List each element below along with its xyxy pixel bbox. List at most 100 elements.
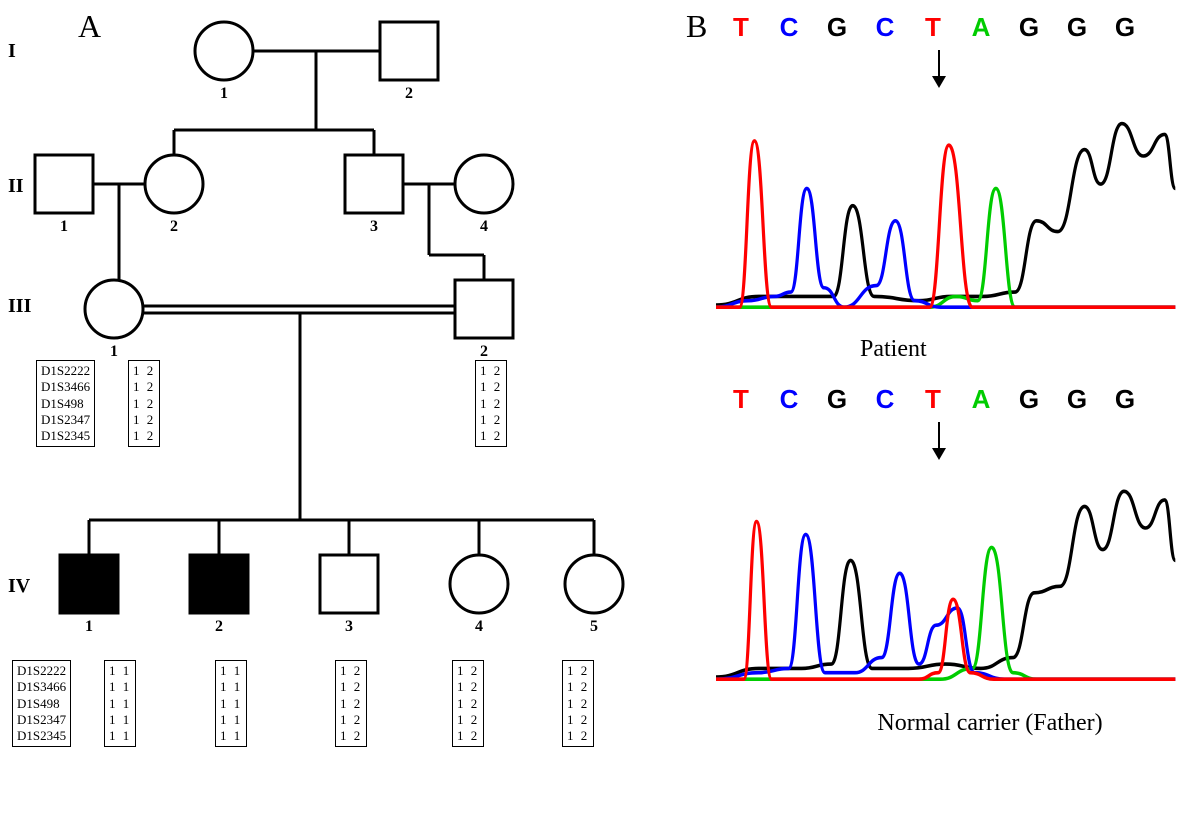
trace-A: [716, 188, 1175, 307]
individual-number-IV4: 4: [475, 618, 483, 635]
genotype-row: 1 2: [457, 696, 479, 712]
genotype-row: 1 2: [480, 379, 502, 395]
base-letter: T: [922, 12, 944, 43]
marker-row: D1S2345: [17, 728, 66, 744]
genotype-IV4: 1 21 21 21 21 2: [452, 660, 484, 747]
base-letter: G: [1114, 384, 1136, 415]
base-letter: G: [826, 384, 848, 415]
genotype-row: 1 2: [567, 679, 589, 695]
chromatogram-father: [716, 462, 1186, 702]
marker-row: D1S2347: [17, 712, 66, 728]
genotype-row: 1 1: [109, 712, 131, 728]
figure-container: A I II III IV: [0, 0, 1200, 826]
base-letter: G: [1018, 12, 1040, 43]
individual-number-II3: 3: [370, 218, 378, 235]
genotype-row: 1 2: [340, 728, 362, 744]
marker-row: D1S2222: [17, 663, 66, 679]
genotype-III1: 1 21 21 21 21 2: [128, 360, 160, 447]
genotype-row: 1 1: [220, 663, 242, 679]
individual-number-II1: 1: [60, 218, 68, 235]
arrow-father: [932, 422, 946, 462]
genotype-row: 1 1: [220, 696, 242, 712]
marker-row: D1S498: [41, 396, 90, 412]
genotype-row: 1 2: [457, 679, 479, 695]
genotype-row: 1 2: [567, 696, 589, 712]
genotype-row: 1 2: [480, 396, 502, 412]
genotype-row: 1 2: [567, 712, 589, 728]
marker-row: D1S2345: [41, 428, 90, 444]
individual-number-II2: 2: [170, 218, 178, 235]
genotype-row: 1 2: [480, 412, 502, 428]
marker-box-III: D1S2222D1S3466D1S498D1S2347D1S2345: [36, 360, 95, 447]
genotype-row: 1 1: [109, 663, 131, 679]
genotype-row: 1 1: [220, 712, 242, 728]
marker-row: D1S3466: [17, 679, 66, 695]
genotype-row: 1 1: [220, 679, 242, 695]
individual-I1: [195, 22, 253, 80]
trace-A: [716, 547, 1175, 679]
base-letter: C: [778, 12, 800, 43]
individual-II2: [145, 155, 203, 213]
individual-IV2: [190, 555, 248, 613]
individual-I2: [380, 22, 438, 80]
sequence-letters-father: TCGCTAGGG: [730, 384, 1136, 415]
marker-row: D1S2222: [41, 363, 90, 379]
pedigree-svg: 1212341212345: [0, 0, 660, 826]
genotype-row: 1 2: [480, 363, 502, 379]
marker-row: D1S3466: [41, 379, 90, 395]
genotype-row: 1 2: [567, 728, 589, 744]
genotype-IV2: 1 11 11 11 11 1: [215, 660, 247, 747]
base-letter: G: [1066, 384, 1088, 415]
individual-II3: [345, 155, 403, 213]
genotype-row: 1 1: [109, 728, 131, 744]
trace-C: [716, 188, 1175, 307]
genotype-row: 1 2: [457, 728, 479, 744]
arrow-patient: [932, 50, 946, 90]
base-letter: T: [922, 384, 944, 415]
individual-number-IV1: 1: [85, 618, 93, 635]
genotype-row: 1 2: [133, 412, 155, 428]
marker-row: D1S498: [17, 696, 66, 712]
genotype-row: 1 2: [340, 679, 362, 695]
marker-box-IV: D1S2222D1S3466D1S498D1S2347D1S2345: [12, 660, 71, 747]
base-letter: A: [970, 384, 992, 415]
trace-C: [716, 534, 1175, 679]
individual-number-II4: 4: [480, 218, 488, 235]
individual-number-I1: 1: [220, 85, 228, 102]
individual-IV3: [320, 555, 378, 613]
base-letter: A: [970, 12, 992, 43]
genotype-row: 1 1: [109, 679, 131, 695]
genotype-IV5: 1 21 21 21 21 2: [562, 660, 594, 747]
genotype-row: 1 2: [567, 663, 589, 679]
genotype-row: 1 2: [133, 428, 155, 444]
individual-IV4: [450, 555, 508, 613]
sequence-letters-patient: TCGCTAGGG: [730, 12, 1136, 43]
individual-IV5: [565, 555, 623, 613]
genotype-row: 1 2: [133, 396, 155, 412]
genotype-row: 1 1: [109, 696, 131, 712]
genotype-row: 1 2: [340, 696, 362, 712]
individual-III2: [455, 280, 513, 338]
base-letter: G: [1066, 12, 1088, 43]
panel-b-label: B: [686, 8, 707, 45]
individual-number-IV3: 3: [345, 618, 353, 635]
individual-number-III2: 2: [480, 343, 488, 360]
genotype-row: 1 2: [133, 363, 155, 379]
genotype-row: 1 2: [340, 712, 362, 728]
individual-IV1: [60, 555, 118, 613]
base-letter: T: [730, 12, 752, 43]
base-letter: C: [778, 384, 800, 415]
base-letter: C: [874, 12, 896, 43]
individual-number-I2: 2: [405, 85, 413, 102]
caption-father: Normal carrier (Father): [800, 710, 1180, 737]
base-letter: T: [730, 384, 752, 415]
base-letter: G: [826, 12, 848, 43]
genotype-row: 1 2: [457, 663, 479, 679]
individual-III1: [85, 280, 143, 338]
trace-T: [716, 141, 1175, 307]
chromatogram-patient: [716, 90, 1186, 330]
genotype-row: 1 2: [133, 379, 155, 395]
individual-II1: [35, 155, 93, 213]
base-letter: G: [1114, 12, 1136, 43]
individual-number-IV2: 2: [215, 618, 223, 635]
